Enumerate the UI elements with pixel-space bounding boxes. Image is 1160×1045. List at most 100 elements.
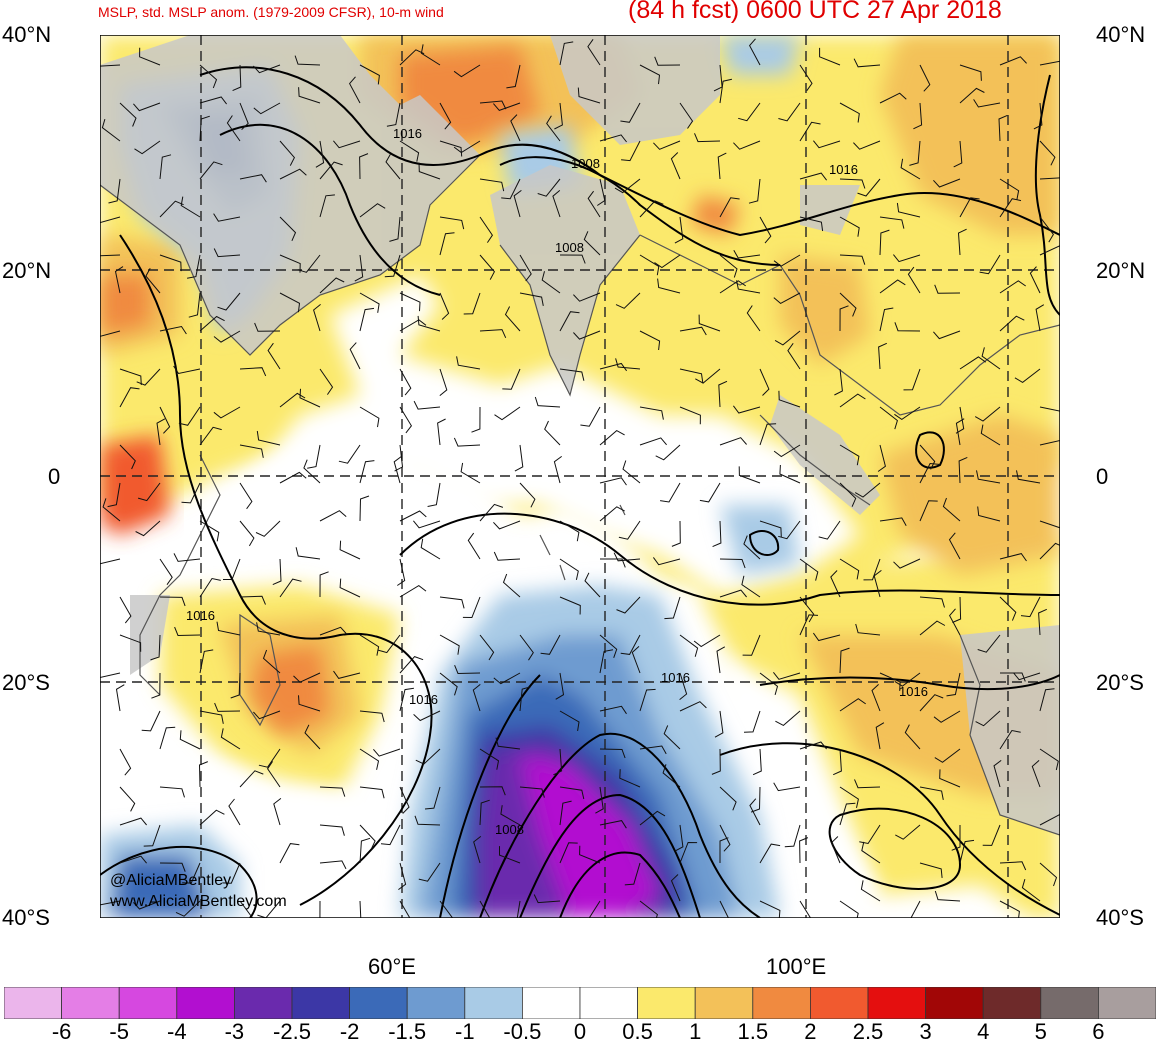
- wind-barb: [839, 558, 860, 580]
- wind-barb: [999, 861, 1027, 871]
- wind-barb: [719, 824, 731, 852]
- wind-barb: [359, 824, 376, 850]
- wind-barb: [873, 570, 882, 598]
- wind-barb: [399, 140, 420, 162]
- wind-barb: [559, 520, 580, 542]
- wind-barb: [875, 722, 885, 750]
- wind-barb: [839, 254, 866, 265]
- wind-barb: [100, 672, 121, 678]
- wind-barb: [1039, 542, 1060, 560]
- wind-barb: [679, 701, 707, 712]
- wind-barb: [839, 444, 860, 466]
- wind-barb: [779, 464, 801, 484]
- wind-barb: [467, 532, 481, 560]
- wind-barb: [399, 584, 427, 598]
- wind-barb: [359, 153, 369, 180]
- wind-barb: [671, 520, 681, 547]
- wind-barb: [267, 342, 281, 370]
- wind-barb: [544, 420, 561, 446]
- isobar-label: 1016: [393, 126, 422, 141]
- isobar-label: 1016: [409, 692, 438, 707]
- wind-barb: [338, 444, 361, 464]
- wind-barb: [159, 254, 182, 272]
- wind-barb: [454, 665, 481, 675]
- wind-barb: [279, 843, 300, 864]
- wind-barb: [999, 729, 1021, 750]
- colorbar-label: -5: [109, 1019, 129, 1044]
- wind-barbs: [100, 38, 1060, 918]
- wind-barb: [599, 705, 627, 715]
- wind-barb: [759, 520, 782, 537]
- colorbar: [3, 986, 1157, 1020]
- wind-barb: [748, 38, 761, 66]
- wind-barb: [993, 760, 1002, 788]
- wind-barb: [298, 87, 321, 104]
- wind-barb: [188, 292, 201, 318]
- wind-barb: [1039, 140, 1056, 166]
- colorbar-label: 2.5: [852, 1019, 884, 1044]
- lat-label-right: 40°S: [1096, 905, 1144, 930]
- wind-barb: [519, 634, 534, 661]
- wind-barb: [151, 672, 161, 699]
- wind-barb: [879, 307, 894, 332]
- wind-barb: [778, 102, 801, 122]
- wind-barb: [119, 855, 147, 864]
- colorbar-swatch: [406, 986, 466, 1020]
- wind-barb: [1021, 878, 1041, 902]
- wind-barb: [750, 786, 761, 813]
- isobar-label: 1008: [571, 156, 600, 171]
- wind-barb: [799, 172, 827, 181]
- wind-barb: [853, 58, 881, 68]
- wind-barb: [479, 178, 505, 192]
- wind-barb: [855, 623, 881, 636]
- wind-barb: [159, 596, 186, 607]
- wind-barb: [479, 748, 500, 770]
- wind-barb: [919, 500, 938, 522]
- isobar-label: 1016: [661, 670, 690, 685]
- wind-barb: [946, 672, 961, 697]
- wind-barb: [839, 178, 866, 189]
- wind-barb: [778, 390, 801, 408]
- colorbar-swatch: [349, 986, 408, 1020]
- wind-barb: [256, 430, 281, 446]
- wind-barb: [580, 406, 601, 427]
- wind-barb: [919, 862, 943, 878]
- wind-barb: [799, 64, 813, 91]
- wind-barb: [877, 444, 886, 472]
- wind-barb: [213, 213, 241, 222]
- wind-barb: [519, 786, 545, 798]
- wind-barb: [134, 140, 161, 155]
- wind-barb: [198, 761, 208, 788]
- wind-barb: [879, 216, 905, 229]
- wind-barb: [859, 824, 881, 845]
- wind-barb: [555, 672, 565, 700]
- wind-barb: [119, 368, 142, 386]
- lat-label-left: 40°N: [2, 22, 52, 47]
- wind-barb: [239, 174, 267, 183]
- wind-barb: [733, 249, 761, 259]
- wind-barb: [799, 216, 824, 232]
- wind-barb: [1039, 216, 1055, 243]
- credit-website: www.AliciaMBentley.com: [110, 893, 287, 910]
- wind-barb: [976, 470, 1001, 484]
- wind-barb: [519, 254, 532, 282]
- colorbar-label: 2: [804, 1019, 817, 1044]
- wind-barb: [778, 520, 801, 540]
- wind-barb: [385, 153, 401, 180]
- wind-barb: [187, 254, 201, 279]
- wind-barb: [414, 815, 441, 826]
- wind-barb: [199, 809, 225, 826]
- wind-barb: [519, 482, 536, 508]
- wind-barb: [839, 292, 857, 317]
- wind-barb: [119, 817, 147, 826]
- wind-barb: [1035, 304, 1045, 332]
- colorbar-label: 5: [1034, 1019, 1047, 1044]
- wind-barb: [217, 292, 241, 311]
- wind-barb: [719, 197, 740, 218]
- lat-label-left: 20°S: [2, 670, 50, 695]
- wind-barb: [359, 460, 375, 484]
- wind-barb: [893, 558, 921, 569]
- wind-barb: [462, 596, 481, 619]
- wind-barb: [239, 900, 254, 918]
- wind-barb: [615, 292, 641, 309]
